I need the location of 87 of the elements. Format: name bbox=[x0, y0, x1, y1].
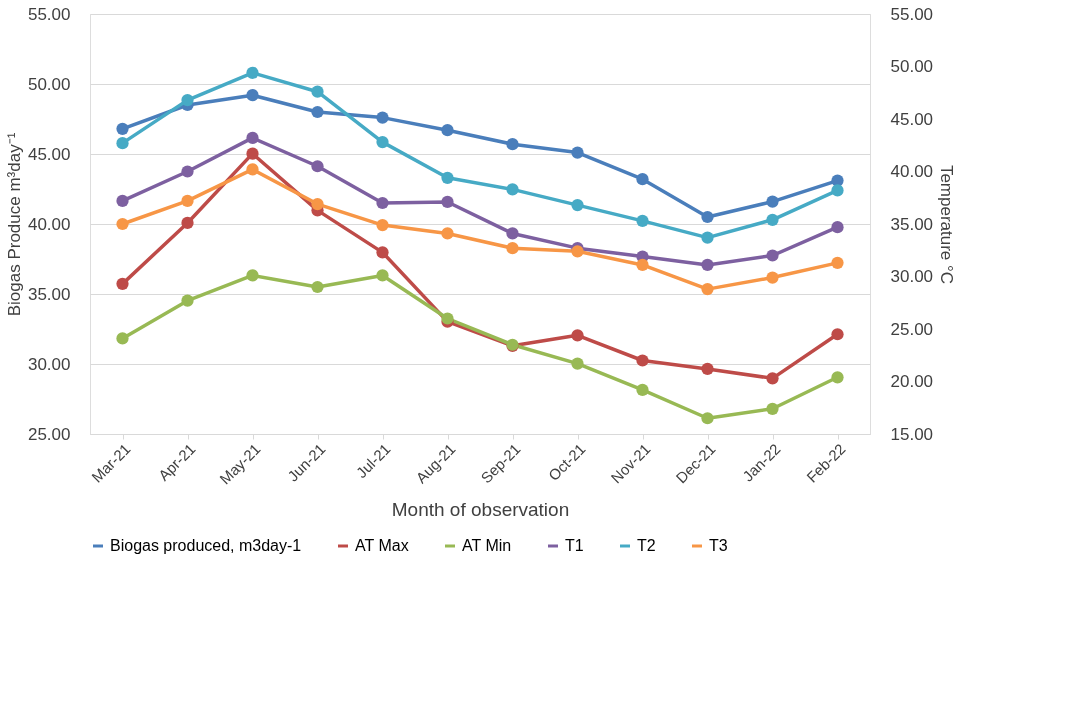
point bbox=[311, 160, 324, 173]
y2-tick-label: 40.00 bbox=[890, 162, 934, 181]
point bbox=[831, 328, 844, 341]
y2-tick-label: 20.00 bbox=[890, 372, 934, 391]
y2-tick-label: 45.00 bbox=[890, 109, 934, 129]
x-axis-title: Month of observation bbox=[391, 499, 570, 521]
legend-label: Biogas produced, m3day-1 bbox=[110, 537, 302, 554]
y-tick-label: 25.00 bbox=[27, 424, 71, 444]
y2-tick-label: 15.00 bbox=[890, 424, 934, 444]
point bbox=[181, 165, 194, 178]
point bbox=[831, 184, 844, 197]
point bbox=[376, 218, 389, 232]
point bbox=[701, 258, 714, 272]
y-tick-label: 50.00 bbox=[27, 74, 71, 94]
point bbox=[181, 93, 194, 107]
point bbox=[376, 246, 389, 259]
point bbox=[246, 163, 259, 176]
point bbox=[506, 138, 519, 151]
legend-label: T2 bbox=[637, 537, 656, 554]
legend-label: T1 bbox=[565, 537, 584, 554]
point bbox=[246, 131, 259, 145]
point bbox=[246, 147, 259, 160]
point bbox=[766, 213, 779, 226]
point bbox=[181, 216, 194, 230]
point bbox=[831, 221, 844, 234]
point bbox=[116, 217, 129, 231]
point bbox=[311, 85, 324, 98]
point bbox=[311, 105, 324, 119]
y2-tick-label: 55.00 bbox=[890, 4, 934, 24]
y-tick-label: 35.00 bbox=[27, 284, 71, 304]
point bbox=[571, 357, 584, 370]
point bbox=[636, 258, 649, 272]
y2-tick-label: 30.00 bbox=[890, 267, 934, 286]
point bbox=[831, 256, 844, 269]
legend-label: T3 bbox=[709, 537, 728, 554]
point bbox=[376, 111, 389, 124]
point bbox=[766, 249, 779, 262]
point bbox=[766, 271, 779, 284]
point bbox=[116, 122, 129, 135]
point bbox=[376, 196, 389, 210]
point bbox=[246, 66, 259, 79]
point bbox=[376, 269, 389, 282]
point bbox=[506, 183, 519, 196]
point bbox=[701, 282, 714, 296]
point bbox=[766, 372, 779, 385]
point bbox=[506, 227, 519, 240]
point bbox=[441, 227, 454, 240]
point bbox=[571, 198, 584, 212]
point bbox=[506, 242, 519, 255]
point bbox=[831, 371, 844, 384]
point bbox=[701, 412, 714, 425]
point bbox=[181, 194, 194, 208]
point bbox=[441, 195, 454, 209]
point bbox=[311, 280, 324, 294]
point bbox=[441, 124, 454, 137]
point bbox=[766, 195, 779, 208]
y-axis-title: Biogas Produce m³day⁻¹ bbox=[4, 132, 24, 317]
point bbox=[311, 197, 324, 211]
point bbox=[246, 89, 259, 102]
y2-tick-label: 35.00 bbox=[890, 214, 934, 234]
point bbox=[181, 294, 194, 307]
legend-label: AT Min bbox=[462, 537, 512, 554]
point bbox=[701, 231, 714, 244]
point bbox=[376, 135, 389, 149]
point bbox=[116, 332, 129, 345]
point bbox=[701, 362, 714, 376]
point bbox=[116, 194, 129, 208]
point bbox=[116, 277, 129, 290]
y-tick-label: 30.00 bbox=[27, 354, 71, 374]
point bbox=[766, 402, 779, 415]
legend-label: AT Max bbox=[355, 537, 409, 554]
y2-tick-label: 50.00 bbox=[890, 57, 934, 76]
y-tick-label: 45.00 bbox=[27, 144, 71, 164]
point bbox=[246, 269, 259, 282]
point bbox=[636, 354, 649, 367]
point bbox=[701, 210, 714, 224]
point bbox=[636, 173, 649, 186]
y-tick-label: 55.00 bbox=[27, 4, 71, 24]
y-tick-label: 40.00 bbox=[27, 214, 71, 234]
point bbox=[571, 329, 584, 342]
point bbox=[636, 383, 649, 397]
y2-axis-title: Temperature °C bbox=[937, 164, 957, 285]
point bbox=[636, 214, 649, 227]
y2-tick-label: 25.00 bbox=[890, 319, 934, 339]
point bbox=[441, 171, 454, 184]
point bbox=[116, 137, 129, 150]
point bbox=[571, 146, 584, 159]
